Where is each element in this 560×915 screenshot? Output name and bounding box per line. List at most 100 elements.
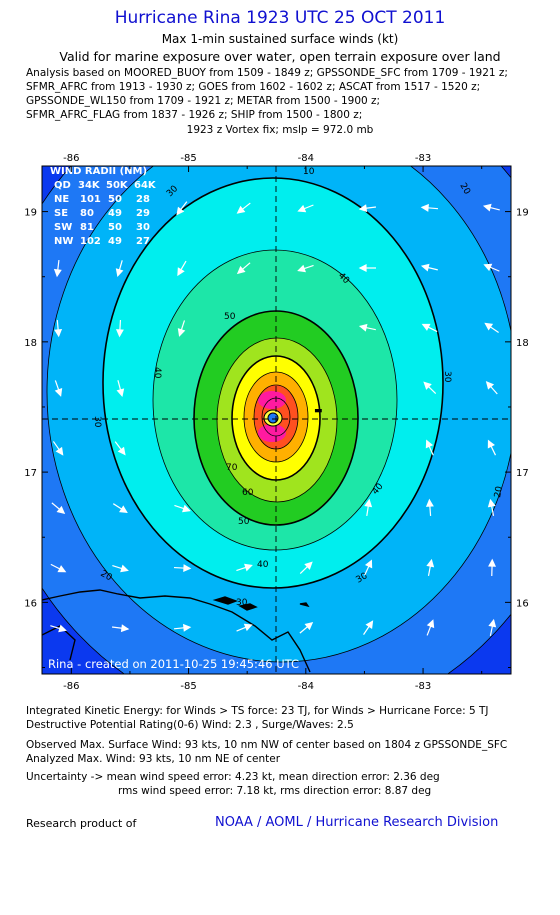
wind-arrow-head	[426, 619, 435, 629]
contour-label: 30	[92, 416, 102, 428]
wind-arrow-head	[236, 205, 246, 214]
wind-arrow-head	[115, 268, 124, 277]
wind-arrow-head	[304, 561, 313, 570]
wind-arrow-head	[119, 505, 128, 514]
wind-arrow-head	[364, 559, 373, 569]
contour-label: 40	[152, 367, 162, 379]
wind-arrow-head	[488, 618, 497, 628]
wind-arrow-head	[365, 620, 374, 630]
wind-map: 30 20 10 40 50 40 30 30 20 40 70 60 50 4…	[24, 153, 529, 692]
wind-arrow-head	[116, 388, 125, 398]
subtitle: Max 1-min sustained surface winds (kt)	[161, 32, 399, 46]
research-label: Research product of	[26, 817, 137, 830]
wind-arrow-head	[55, 446, 64, 456]
contour-label: 40	[257, 560, 269, 570]
lat-labels-right: 19 18 17 16	[516, 208, 529, 610]
valid-note: Valid for marine exposure over water, op…	[59, 49, 501, 64]
uncertainty-line-1: Uncertainty -> mean wind speed error: 4.…	[26, 771, 440, 783]
analyzed-max-wind: Analyzed Max. Wind: 93 kts, 10 nm NE of …	[26, 753, 281, 765]
wind-arrow-head	[57, 565, 67, 573]
analysis-line: SFMR_AFRC_FLAG from 1837 - 1926 z; SHIP …	[26, 109, 363, 121]
wind-arrow-head	[487, 439, 495, 449]
wind-radii-title: WIND RADII (NM)	[50, 166, 147, 177]
wind-arrow-head	[426, 558, 435, 568]
wind-radii-64k: 29	[136, 208, 150, 219]
axis-ticks	[42, 166, 511, 674]
analysis-line: SFMR_AFRC from 1913 - 1930 z; GOES from …	[26, 81, 481, 93]
wind-radii-34k: 101	[80, 194, 101, 205]
wind-arrow-head	[358, 204, 368, 213]
wind-arrow-head	[297, 204, 307, 213]
contour-label: 20	[493, 485, 505, 498]
lat-labels-left: 19 18 17 16	[24, 208, 37, 610]
contour-label: ▬	[314, 406, 323, 416]
map-credit: Rina - created on 2011-10-25 19:45:46 UT…	[48, 657, 299, 671]
wind-radii-50k: 50	[108, 194, 122, 205]
wind-radii-table: WIND RADII (NM) QD 34K 50K 64K NE 101 50…	[50, 166, 157, 247]
wind-arrow-head	[58, 624, 67, 633]
wind-radii-quadrant: SW	[54, 222, 72, 233]
contour-label: 50	[224, 312, 236, 322]
wind-radii-quadrant: SE	[54, 208, 68, 219]
wind-arrow-head	[182, 504, 191, 513]
wind-arrow-head	[487, 498, 496, 508]
eye-inner	[267, 412, 279, 424]
vortex-fix: 1923 z Vortex fix; mslp = 972.0 mb	[186, 124, 374, 136]
wind-arrow-head	[120, 624, 130, 633]
wind-radii-50k: 49	[108, 208, 122, 219]
wind-radii-34k: 102	[80, 236, 101, 247]
lat-label: 19	[24, 208, 37, 219]
wind-arrow-head	[177, 267, 185, 277]
wind-radii-64k: 27	[136, 236, 150, 247]
wind-radii-header-50k: 50K	[106, 180, 129, 191]
lat-label: 18	[24, 338, 37, 349]
contour-label: 30	[442, 371, 452, 383]
wind-arrow-head	[54, 329, 63, 338]
wind-arrow-head	[420, 263, 430, 272]
lon-label: -83	[415, 153, 431, 164]
lon-labels-top: -86 -85 -84 -83	[63, 153, 431, 164]
dpr-line: Destructive Potential Rating(0-6) Wind: …	[26, 719, 354, 731]
wind-arrow-head	[423, 381, 432, 390]
wind-arrow-head	[483, 263, 493, 272]
contour-label: 60	[242, 488, 254, 498]
wind-arrow-head	[53, 268, 62, 278]
wind-arrow-head	[176, 206, 185, 216]
uncertainty-line-2: rms wind speed error: 7.18 kt, rms direc…	[118, 785, 432, 797]
wind-arrow-head	[56, 505, 66, 514]
lon-label: -86	[63, 153, 79, 164]
wind-arrow-head	[484, 322, 494, 331]
analysis-line: Analysis based on MOORED_BUOY from 1509 …	[26, 67, 508, 79]
noaa-aoml-link[interactable]: NOAA / AOML / Hurricane Research Divisio…	[215, 815, 499, 830]
wind-radii-header-qd: QD	[54, 180, 71, 191]
lat-label: 18	[516, 338, 529, 349]
wind-radii-50k: 50	[108, 222, 122, 233]
contour-label: 70	[226, 463, 238, 473]
lon-label: -85	[180, 681, 196, 692]
wind-arrow-head	[117, 446, 126, 456]
lon-label: -85	[180, 153, 196, 164]
analysis-line: GPSSONDE_WL150 from 1709 - 1921 z; METAR…	[26, 95, 381, 107]
wind-arrow-head	[54, 388, 63, 397]
wind-radii-64k: 30	[136, 222, 150, 233]
wind-field: 30 20 10 40 50 40 30 30 20 40 70 60 50 4…	[42, 166, 511, 674]
lon-label: -83	[415, 681, 431, 692]
coastline	[42, 589, 311, 673]
wind-arrow-head	[425, 498, 434, 507]
observed-max-wind: Observed Max. Surface Wind: 93 kts, 10 n…	[26, 739, 508, 751]
wind-arrow-head	[485, 380, 495, 390]
ike-line: Integrated Kinetic Energy: for Winds > T…	[26, 705, 489, 717]
lat-label: 16	[24, 598, 37, 609]
wind-arrow-head	[364, 498, 373, 508]
contour-label: 50	[238, 517, 250, 527]
wind-radii-50k: 49	[108, 236, 122, 247]
wind-band-max-south	[258, 424, 286, 442]
lat-label: 17	[24, 468, 37, 479]
plot-frame	[41, 165, 512, 675]
wind-radii-quadrant: NE	[54, 194, 69, 205]
lon-label: -84	[298, 681, 314, 692]
wind-arrow-head	[488, 558, 497, 567]
wind-arrow-head	[358, 264, 367, 272]
lon-label: -86	[63, 681, 79, 692]
wind-radii-34k: 80	[80, 208, 94, 219]
